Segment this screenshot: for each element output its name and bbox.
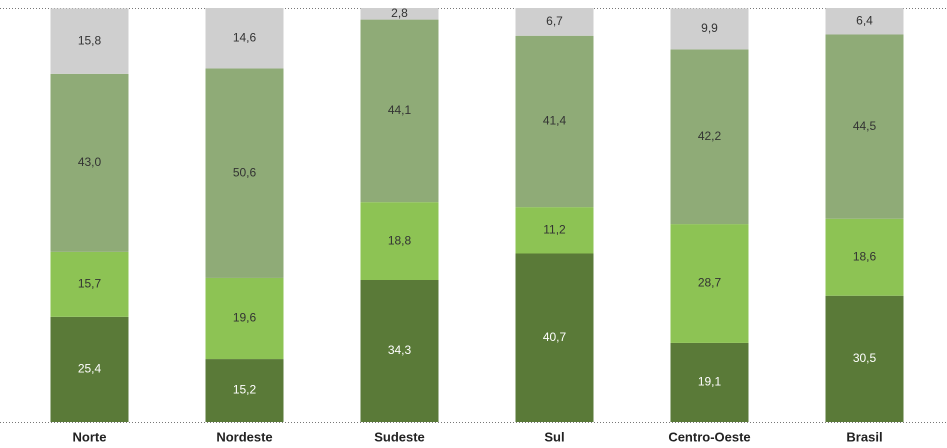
data-label: 6,4 <box>856 13 873 27</box>
bar-segment <box>360 202 439 280</box>
data-label: 15,2 <box>233 383 257 397</box>
data-label: 25,4 <box>78 362 102 376</box>
x-tick-label: Norte <box>73 429 107 444</box>
bar-segment <box>50 8 129 74</box>
x-tick-label: Sul <box>544 429 564 444</box>
bar-segment <box>515 207 594 254</box>
bar-segment <box>205 277 284 360</box>
bar-segment <box>360 19 439 203</box>
data-label: 19,6 <box>233 311 257 325</box>
data-label: 9,9 <box>701 21 718 35</box>
bar-segment <box>205 359 284 422</box>
bar-segment <box>205 68 284 278</box>
bar-segment <box>205 8 284 69</box>
bar-segment <box>515 35 594 208</box>
data-label: 19,1 <box>698 375 722 389</box>
bar-segment <box>50 251 129 317</box>
bar-segment <box>515 253 594 422</box>
bar-segment <box>360 279 439 422</box>
data-label: 40,7 <box>543 330 567 344</box>
bar-segment <box>670 8 749 50</box>
data-label: 6,7 <box>546 14 563 28</box>
bar-segment <box>670 342 749 422</box>
x-tick-label: Centro-Oeste <box>668 429 750 444</box>
bar-segment <box>515 8 594 36</box>
bar-segment <box>825 8 904 35</box>
data-label: 42,2 <box>698 129 722 143</box>
data-label: 30,5 <box>853 351 877 365</box>
data-label: 2,8 <box>391 6 408 20</box>
bar-segment <box>825 34 904 219</box>
data-label: 43,0 <box>78 155 102 169</box>
bar-segment <box>50 316 129 422</box>
data-label: 34,3 <box>388 343 412 357</box>
data-label: 28,7 <box>698 276 722 290</box>
data-label: 11,2 <box>543 222 566 236</box>
data-label: 18,8 <box>388 233 412 247</box>
data-label: 15,7 <box>78 277 102 291</box>
x-tick-label: Sudeste <box>374 429 425 444</box>
data-label: 44,1 <box>388 103 412 117</box>
bar-segment <box>670 224 749 343</box>
data-label: 14,6 <box>233 30 257 44</box>
data-label: 44,5 <box>853 119 877 133</box>
data-label: 50,6 <box>233 165 257 179</box>
bar-segment <box>670 49 749 225</box>
data-label: 15,8 <box>78 33 102 47</box>
bar-segment <box>50 73 129 252</box>
bar-segment <box>825 295 904 422</box>
data-label: 18,6 <box>853 249 877 263</box>
bar-segment <box>360 8 439 20</box>
x-tick-label: Brasil <box>846 429 882 444</box>
x-tick-label: Nordeste <box>216 429 272 444</box>
data-label: 41,4 <box>543 114 567 128</box>
bar-segment <box>825 218 904 296</box>
